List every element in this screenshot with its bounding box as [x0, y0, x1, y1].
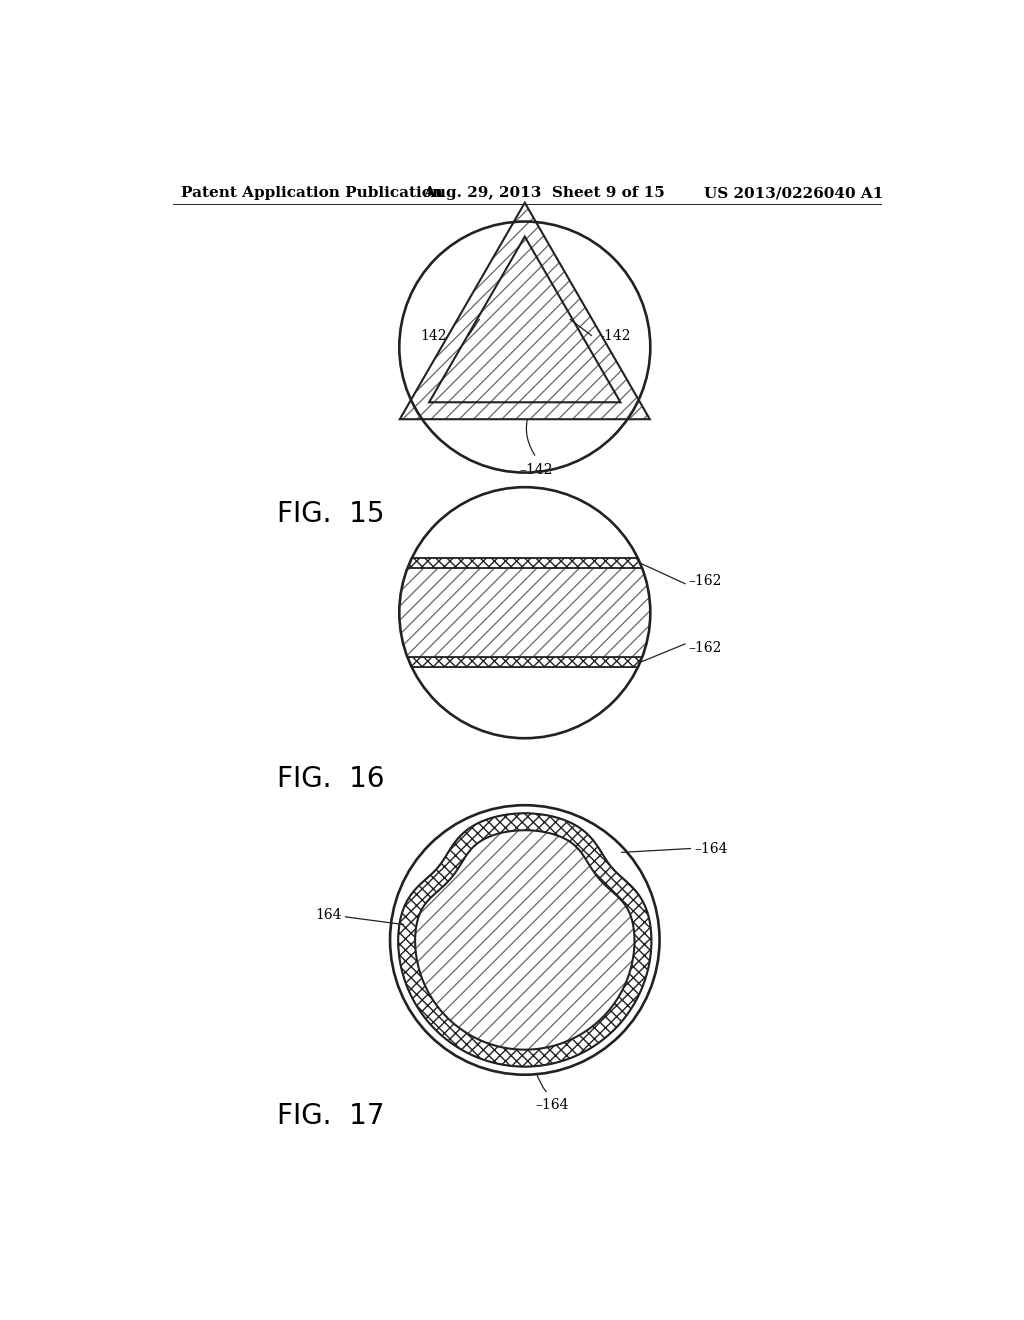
Polygon shape [429, 236, 621, 403]
Text: –142: –142 [598, 329, 631, 342]
Polygon shape [400, 568, 649, 657]
Text: 164: 164 [315, 908, 342, 923]
Text: –164: –164 [694, 842, 728, 855]
Circle shape [390, 805, 659, 1074]
Text: –162: –162 [689, 574, 722, 589]
Polygon shape [415, 830, 635, 1049]
Text: US 2013/0226040 A1: US 2013/0226040 A1 [705, 186, 884, 201]
Text: –162: –162 [689, 640, 722, 655]
Polygon shape [398, 813, 651, 1067]
Polygon shape [409, 558, 641, 568]
Text: FIG.  15: FIG. 15 [276, 499, 384, 528]
Text: FIG.  17: FIG. 17 [276, 1102, 384, 1130]
Text: 142: 142 [421, 329, 447, 342]
Circle shape [399, 487, 650, 738]
Polygon shape [429, 236, 621, 403]
Polygon shape [399, 203, 650, 420]
Text: –164: –164 [535, 1098, 568, 1111]
Text: –142: –142 [519, 462, 553, 477]
Text: Patent Application Publication: Patent Application Publication [180, 186, 442, 201]
Text: Aug. 29, 2013  Sheet 9 of 15: Aug. 29, 2013 Sheet 9 of 15 [423, 186, 665, 201]
Polygon shape [409, 657, 641, 668]
Polygon shape [398, 813, 651, 1067]
Text: FIG.  16: FIG. 16 [276, 766, 384, 793]
